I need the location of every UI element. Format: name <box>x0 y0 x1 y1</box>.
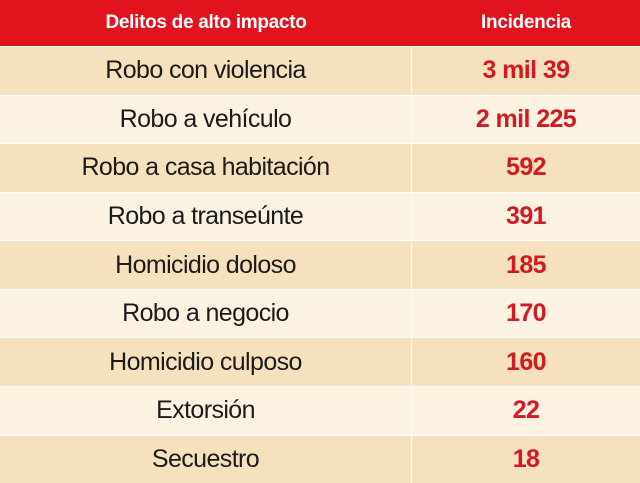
crime-name-cell: Robo a vehículo <box>0 95 412 144</box>
incidence-value-cell: 592 <box>506 153 547 182</box>
column-header-incidencia: Incidencia <box>481 12 571 33</box>
crime-name-cell: Homicidio doloso <box>0 241 412 289</box>
incidence-value-cell: 185 <box>506 250 547 279</box>
table-row: Robo a negocio 170 <box>0 289 640 339</box>
table-row: Homicidio doloso 185 <box>0 241 640 290</box>
crime-name-cell: Robo con violencia <box>0 47 412 95</box>
incidence-value-cell: 2 mil 225 <box>475 104 577 133</box>
table-row: Robo a vehículo 2 mil 225 <box>0 95 640 145</box>
crime-name-cell: Secuestro <box>0 435 412 483</box>
table-row: Secuestro 18 <box>0 435 640 483</box>
crime-name-cell: Robo a negocio <box>0 289 412 338</box>
table-row: Robo a transeúnte 391 <box>0 192 640 242</box>
table-row: Homicidio culposo 160 <box>0 338 640 387</box>
incidence-value-cell: 22 <box>512 396 540 425</box>
table-header: Delitos de alto impacto Incidencia <box>0 0 640 47</box>
incidence-value-cell: 170 <box>506 299 547 328</box>
incidence-value-cell: 160 <box>506 347 547 376</box>
crime-name-cell: Extorsión <box>0 386 412 435</box>
table-row: Robo con violencia 3 mil 39 <box>0 47 640 96</box>
crime-name-cell: Robo a transeúnte <box>0 192 412 241</box>
incidence-value-cell: 391 <box>506 201 547 230</box>
column-header-delitos: Delitos de alto impacto <box>105 12 307 33</box>
incidence-value-cell: 18 <box>512 444 540 473</box>
incidence-value-cell: 3 mil 39 <box>482 56 571 85</box>
table-body: Robo con violencia 3 mil 39 Robo a vehícul… <box>0 47 640 483</box>
table-row: Extorsión 22 <box>0 386 640 436</box>
crime-name-cell: Robo a casa habitación <box>0 144 412 192</box>
table-row: Robo a casa habitación 592 <box>0 144 640 193</box>
crime-name-cell: Homicidio culposo <box>0 338 412 386</box>
